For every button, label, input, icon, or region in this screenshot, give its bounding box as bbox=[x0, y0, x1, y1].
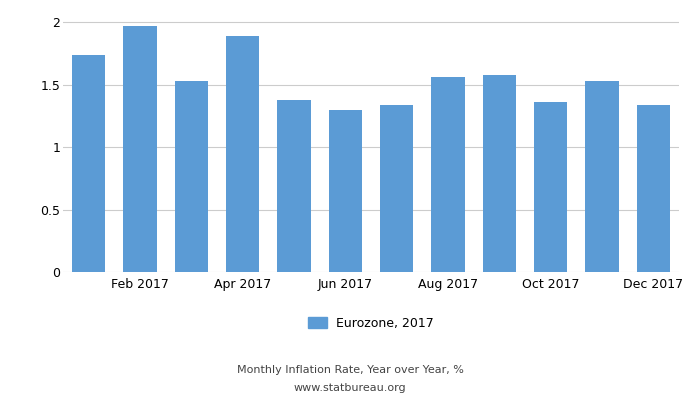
Bar bbox=[637, 105, 670, 272]
Bar bbox=[72, 55, 105, 272]
Bar bbox=[585, 81, 619, 272]
Bar bbox=[277, 100, 311, 272]
Bar bbox=[174, 81, 208, 272]
Bar bbox=[534, 102, 567, 272]
Bar bbox=[380, 105, 413, 272]
Bar bbox=[431, 77, 465, 272]
Text: Monthly Inflation Rate, Year over Year, %: Monthly Inflation Rate, Year over Year, … bbox=[237, 365, 463, 375]
Bar bbox=[226, 36, 259, 272]
Text: www.statbureau.org: www.statbureau.org bbox=[294, 383, 406, 393]
Bar bbox=[483, 75, 516, 272]
Bar bbox=[329, 110, 362, 272]
Bar bbox=[123, 26, 157, 272]
Legend: Eurozone, 2017: Eurozone, 2017 bbox=[302, 312, 440, 334]
